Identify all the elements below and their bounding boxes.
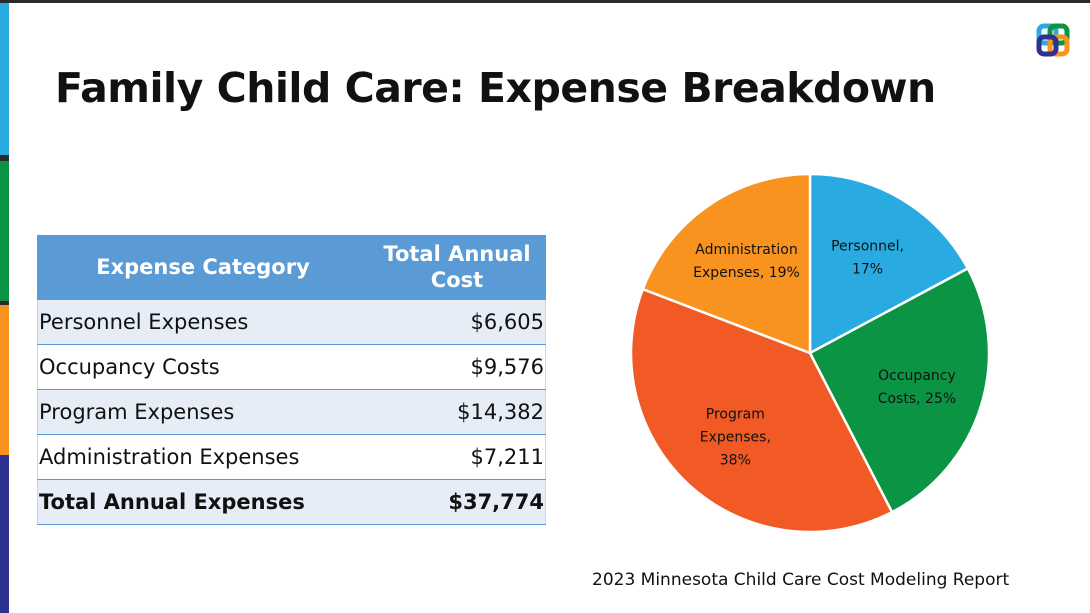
row-cost: $9,576 <box>368 344 546 390</box>
side-strip-gap <box>0 155 9 161</box>
pie-label-line: 38% <box>720 452 751 468</box>
top-rule <box>0 0 1090 3</box>
total-cost: $37,774 <box>368 479 546 525</box>
row-category: Program Expenses <box>37 389 369 435</box>
total-category: Total Annual Expenses <box>37 479 369 525</box>
side-color-strip <box>0 3 9 613</box>
side-strip-navy <box>0 455 9 613</box>
row-cost: $6,605 <box>368 299 546 345</box>
expense-table: Expense Category Total Annual Cost Perso… <box>37 235 546 525</box>
pie-label-line: 17% <box>852 261 883 277</box>
table-row: Program Expenses $14,382 <box>37 389 546 435</box>
pie-label-line: Expenses, 19% <box>693 265 800 281</box>
pie-label-occupancy: Occupancy Costs, 25% <box>878 368 956 407</box>
pie-label-line: Expenses, <box>700 429 771 445</box>
table-header-row: Expense Category Total Annual Cost <box>37 235 546 300</box>
table-row: Occupancy Costs $9,576 <box>37 344 546 390</box>
header-cost-line-1: Total Annual <box>383 242 531 267</box>
table-row: Personnel Expenses $6,605 <box>37 299 546 345</box>
header-total-annual-cost: Total Annual Cost <box>368 235 546 300</box>
pie-label-line: Administration <box>695 242 797 258</box>
table-total-row: Total Annual Expenses $37,774 <box>37 479 546 525</box>
interlocking-squares-logo-icon <box>1036 23 1070 57</box>
expense-pie-chart: Personnel, 17% Occupancy Costs, 25% Program E… <box>629 172 991 534</box>
header-expense-category: Expense Category <box>37 235 369 300</box>
row-category: Personnel Expenses <box>37 299 369 345</box>
row-cost: $7,211 <box>368 434 546 480</box>
pie-slice-occupancy <box>808 266 991 514</box>
pie-label-line: Personnel, <box>831 238 904 254</box>
pie-label-line: Costs, 25% <box>878 391 956 407</box>
side-strip-blue <box>0 3 9 155</box>
pie-slice-administration <box>641 172 812 355</box>
side-strip-orange <box>0 305 9 455</box>
pie-slice-personnel <box>808 172 970 356</box>
row-category: Occupancy Costs <box>37 344 369 390</box>
source-citation: 2023 Minnesota Child Care Cost Modeling … <box>592 570 1010 590</box>
pie-slice-program <box>629 287 894 534</box>
pie-label-administration: Administration Expenses, 19% <box>693 242 800 281</box>
pie-label-line: Program <box>706 406 765 422</box>
pie-label-personnel: Personnel, 17% <box>831 238 904 277</box>
table-row: Administration Expenses $7,211 <box>37 434 546 480</box>
header-cost-line-2: Cost <box>430 267 484 292</box>
pie-label-program: Program Expenses, 38% <box>700 406 771 468</box>
side-strip-gap <box>0 301 9 305</box>
row-cost: $14,382 <box>368 389 546 435</box>
row-category: Administration Expenses <box>37 434 369 480</box>
side-strip-green <box>0 161 9 301</box>
page-title: Family Child Care: Expense Breakdown <box>55 64 936 112</box>
pie-label-line: Occupancy <box>878 368 956 384</box>
